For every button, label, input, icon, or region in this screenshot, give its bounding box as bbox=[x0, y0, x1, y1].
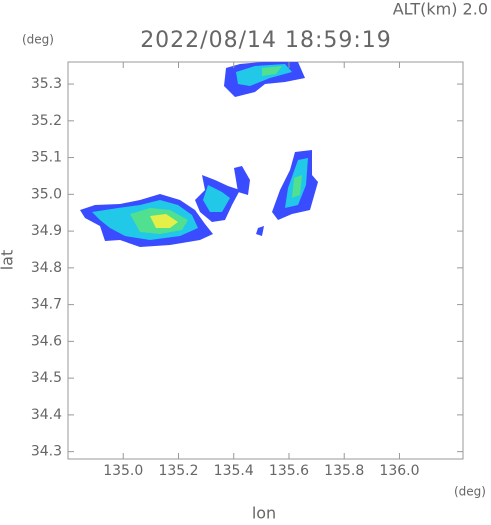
x-tick-label: 135.0 bbox=[103, 463, 143, 479]
echo-green bbox=[292, 175, 302, 198]
echo-yellow bbox=[150, 214, 178, 228]
y-tick-label: 34.3 bbox=[31, 444, 62, 460]
x-tick-label: 135.4 bbox=[214, 463, 254, 479]
y-tick-label: 34.9 bbox=[31, 223, 62, 239]
y-tick-label: 34.4 bbox=[31, 407, 62, 423]
y-tick-label: 34.5 bbox=[31, 370, 62, 386]
chart-title: 2022/08/14 18:59:19 bbox=[140, 28, 392, 53]
y-tick-label: 35.0 bbox=[31, 186, 62, 202]
x-tick-label: 135.2 bbox=[158, 463, 198, 479]
y-tick-label: 35.2 bbox=[31, 113, 62, 129]
plot-frame bbox=[67, 61, 464, 460]
x-tick-label: 136.0 bbox=[379, 463, 419, 479]
x-unit: (deg) bbox=[454, 485, 486, 499]
echo-blue bbox=[234, 166, 250, 195]
subtitle: ALT(km) 2.0 bbox=[393, 0, 488, 19]
echo-cyan bbox=[203, 185, 230, 212]
y-unit: (deg) bbox=[22, 33, 54, 47]
y-tick-label: 34.8 bbox=[31, 260, 62, 276]
x-axis-label: lon bbox=[252, 504, 276, 522]
echo-blue bbox=[256, 226, 264, 236]
y-tick-label: 35.3 bbox=[31, 76, 62, 92]
y-tick-label: 35.1 bbox=[31, 150, 62, 166]
y-tick-label: 34.7 bbox=[31, 297, 62, 313]
y-tick-label: 34.6 bbox=[31, 333, 62, 349]
x-tick-label: 135.6 bbox=[269, 463, 309, 479]
x-tick-label: 135.8 bbox=[324, 463, 364, 479]
y-axis-label: lat bbox=[0, 250, 17, 271]
echo-areas bbox=[80, 62, 318, 247]
echo-green bbox=[262, 66, 282, 76]
